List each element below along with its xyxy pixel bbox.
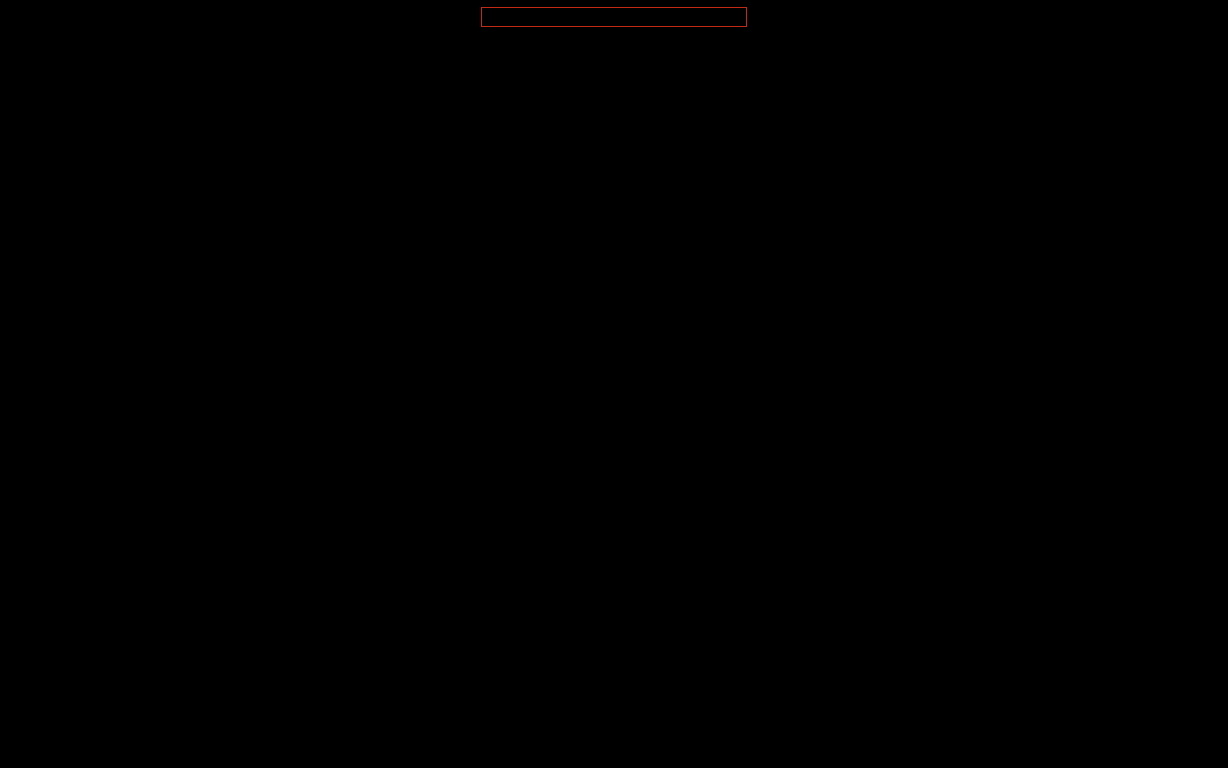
colorbar-gradient — [481, 7, 747, 27]
